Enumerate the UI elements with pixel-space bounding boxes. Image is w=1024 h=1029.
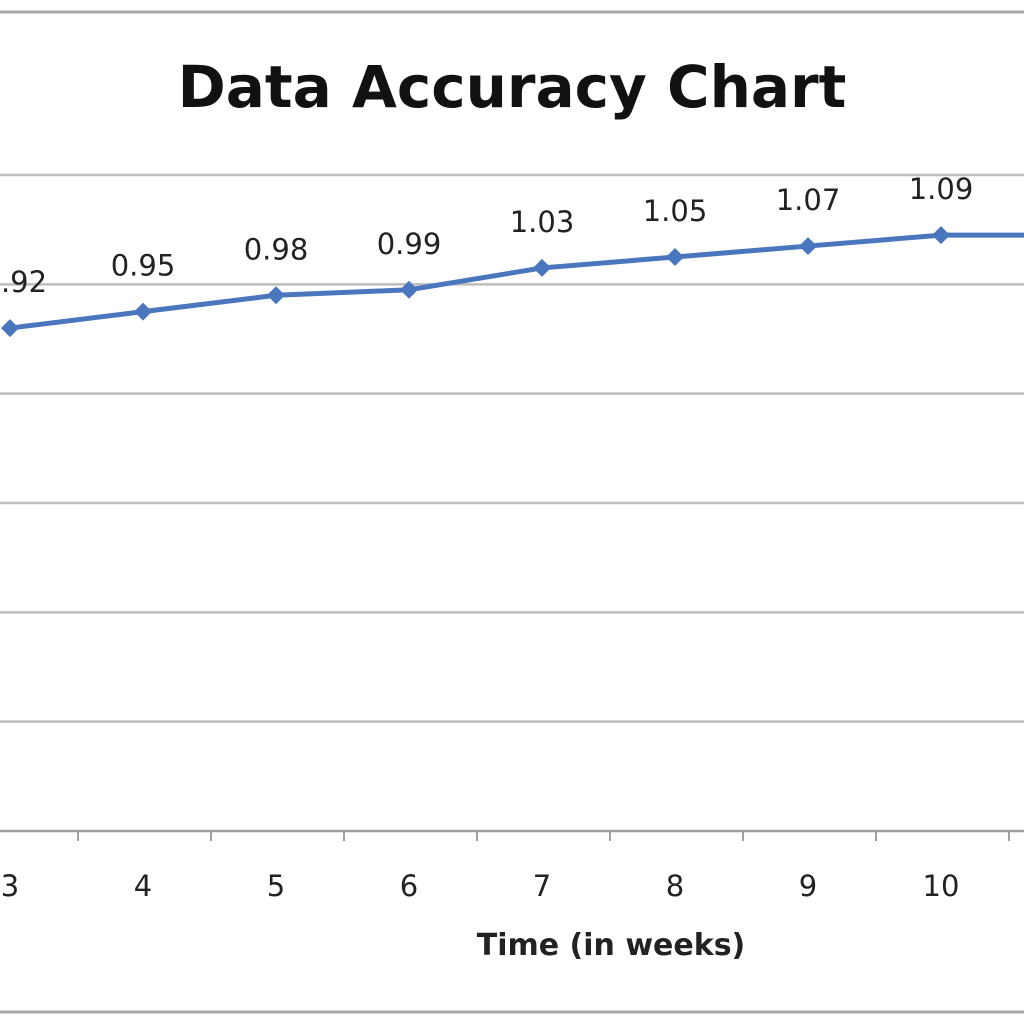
data-point-marker [400, 280, 418, 299]
data-point-marker [799, 237, 817, 256]
x-axis: 3 4 5 6 7 8 9 10 [0, 829, 1024, 903]
chart-title: Data Accuracy Chart [178, 53, 847, 121]
x-tick-label: 9 [799, 869, 817, 903]
data-label: 1.03 [510, 205, 575, 239]
data-label: 0.98 [244, 232, 309, 266]
data-point-marker [267, 286, 285, 305]
data-point-marker [932, 226, 950, 245]
x-axis-title: Time (in weeks) [477, 928, 746, 963]
x-tick-label: 10 [923, 869, 960, 903]
data-label: 0.95 [111, 249, 176, 283]
x-tick-label: 5 [267, 869, 285, 903]
data-label: 0.99 [377, 227, 442, 261]
gridlines [0, 173, 1024, 723]
x-tick-label: 7 [533, 869, 551, 903]
data-label: 1.05 [643, 194, 708, 228]
data-point-marker [666, 248, 684, 266]
data-labels: .92 0.95 0.98 0.99 1.03 1.05 1.07 1.09 [1, 172, 973, 299]
x-tick-label: 8 [666, 869, 684, 903]
data-label: 1.09 [909, 172, 974, 206]
data-label: 1.07 [776, 183, 841, 217]
data-point-marker [533, 258, 551, 277]
x-tick-label: 4 [134, 869, 152, 903]
series [1, 226, 1024, 338]
x-tick-label: 3 [1, 869, 19, 903]
data-point-marker [134, 302, 152, 321]
data-label: .92 [1, 265, 47, 299]
data-point-marker [1, 319, 19, 338]
x-tick-label: 6 [400, 869, 418, 903]
